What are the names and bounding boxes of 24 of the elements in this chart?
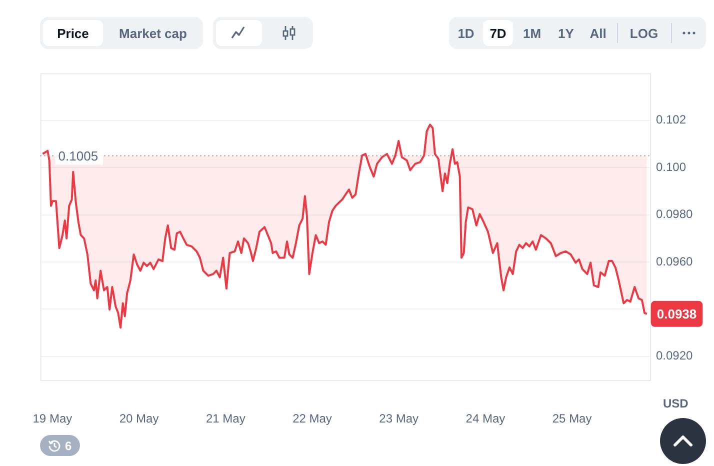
y-tick-label: 0.100 (656, 160, 686, 174)
text: 6 (65, 438, 72, 452)
y-tick-label: 0.0960 (656, 254, 694, 268)
y-axis-title: USD (663, 396, 689, 410)
x-tick-label: 23 May (379, 412, 419, 426)
y-tick-label: 0.102 (656, 112, 686, 127)
y-tick-label: 0.0980 (656, 207, 694, 222)
text: Price (43, 20, 103, 46)
x-tick-label: 20 May (119, 412, 159, 426)
text: 1Y (557, 24, 575, 42)
text: Market cap (118, 24, 188, 43)
text: All (588, 24, 608, 42)
x-tick-label: 21 May (206, 412, 246, 426)
x-tick-label: 22 May (292, 412, 332, 426)
x-tick-label: 24 May (466, 412, 506, 426)
ref-line-label: 0.1005 (58, 148, 98, 164)
text: LOG (628, 24, 660, 42)
text: 1D (456, 24, 476, 42)
y-tick-label: 0.0920 (656, 348, 694, 363)
annotation: 0.0938 (656, 306, 697, 322)
x-tick-label: 25 May (552, 412, 592, 426)
x-tick-label: 19 May (32, 412, 72, 426)
text: 1M (522, 24, 542, 42)
text: 7D (483, 20, 513, 46)
